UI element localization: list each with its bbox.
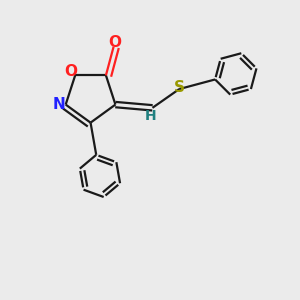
Text: O: O <box>64 64 77 79</box>
Text: S: S <box>174 80 185 95</box>
Text: H: H <box>145 109 157 123</box>
Text: O: O <box>109 35 122 50</box>
Text: N: N <box>53 97 65 112</box>
